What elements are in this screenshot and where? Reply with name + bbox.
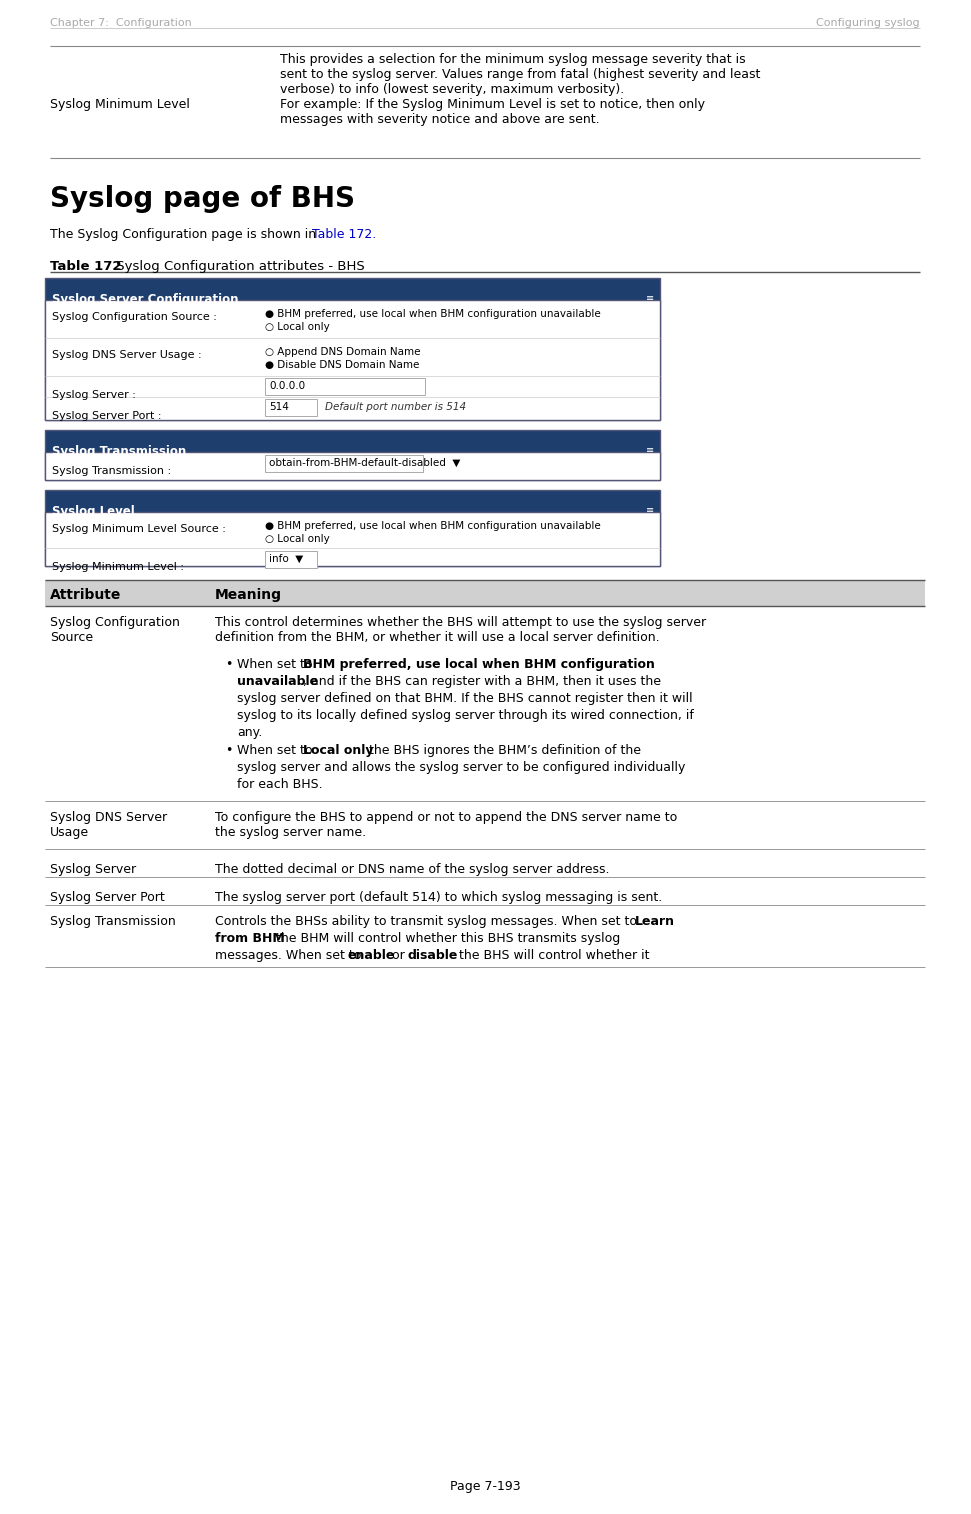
Text: This control determines whether the BHS will attempt to use the syslog server
de: This control determines whether the BHS … (215, 616, 706, 643)
Text: Controls the BHSs ability to transmit syslog messages. When set to: Controls the BHSs ability to transmit sy… (215, 914, 641, 928)
Text: info  ▼: info ▼ (269, 554, 303, 565)
Text: ○ Local only: ○ Local only (265, 534, 330, 544)
Text: Syslog Configuration Source :: Syslog Configuration Source : (52, 312, 217, 322)
Text: ● BHM preferred, use local when BHM configuration unavailable: ● BHM preferred, use local when BHM conf… (265, 309, 601, 319)
FancyBboxPatch shape (265, 551, 317, 568)
Text: Syslog Level: Syslog Level (52, 506, 135, 518)
Text: , and if the BHS can register with a BHM, then it uses the: , and if the BHS can register with a BHM… (303, 675, 661, 687)
Text: Syslog Server Port :: Syslog Server Port : (52, 410, 161, 421)
Text: Table 172: Table 172 (50, 260, 121, 273)
Text: ≡: ≡ (646, 506, 654, 515)
Text: When set to: When set to (237, 743, 317, 757)
Text: This provides a selection for the minimum syslog message severity that is
sent t: This provides a selection for the minimu… (280, 53, 760, 126)
Text: or: or (388, 949, 409, 961)
Text: Syslog page of BHS: Syslog page of BHS (50, 185, 355, 213)
Text: syslog server defined on that BHM. If the BHS cannot register then it will: syslog server defined on that BHM. If th… (237, 692, 692, 706)
FancyBboxPatch shape (45, 491, 660, 566)
Text: The syslog server port (default 514) to which syslog messaging is sent.: The syslog server port (default 514) to … (215, 892, 662, 904)
Text: BHM preferred, use local when BHM configuration: BHM preferred, use local when BHM config… (303, 659, 654, 671)
FancyBboxPatch shape (265, 378, 425, 395)
Text: Meaning: Meaning (215, 587, 282, 603)
Text: The Syslog Configuration page is shown in: The Syslog Configuration page is shown i… (50, 229, 320, 241)
Text: ≡: ≡ (646, 294, 654, 303)
Text: Configuring syslog: Configuring syslog (817, 18, 920, 27)
Text: enable: enable (348, 949, 395, 961)
Text: •: • (225, 659, 232, 671)
Text: 514: 514 (269, 403, 289, 412)
Text: Syslog Minimum Level :: Syslog Minimum Level : (52, 562, 184, 572)
Text: Table 172.: Table 172. (312, 229, 376, 241)
Text: When set to: When set to (237, 659, 317, 671)
FancyBboxPatch shape (265, 456, 423, 472)
FancyBboxPatch shape (45, 279, 660, 419)
Text: the BHS ignores the BHM’s definition of the: the BHS ignores the BHM’s definition of … (365, 743, 641, 757)
Text: from BHM: from BHM (215, 933, 285, 945)
Text: ○ Local only: ○ Local only (265, 322, 330, 332)
FancyBboxPatch shape (265, 400, 317, 416)
Text: Local only: Local only (303, 743, 374, 757)
Text: any.: any. (237, 727, 262, 739)
Text: disable: disable (407, 949, 457, 961)
FancyBboxPatch shape (45, 580, 925, 606)
Text: Syslog Server Port: Syslog Server Port (50, 892, 165, 904)
Text: Learn: Learn (635, 914, 675, 928)
Text: Syslog Server: Syslog Server (50, 863, 136, 877)
Text: Syslog Minimum Level Source :: Syslog Minimum Level Source : (52, 524, 226, 534)
Text: Chapter 7:  Configuration: Chapter 7: Configuration (50, 18, 191, 27)
Text: Syslog DNS Server Usage :: Syslog DNS Server Usage : (52, 350, 202, 360)
Text: Syslog Server Configuration: Syslog Server Configuration (52, 294, 239, 306)
FancyBboxPatch shape (45, 430, 660, 480)
Text: ● BHM preferred, use local when BHM configuration unavailable: ● BHM preferred, use local when BHM conf… (265, 521, 601, 531)
Text: ● Disable DNS Domain Name: ● Disable DNS Domain Name (265, 360, 419, 369)
Text: Syslog Minimum Level: Syslog Minimum Level (50, 98, 190, 111)
Text: To configure the BHS to append or not to append the DNS server name to
the syslo: To configure the BHS to append or not to… (215, 812, 677, 839)
Text: Syslog Configuration
Source: Syslog Configuration Source (50, 616, 180, 643)
Text: ≡: ≡ (646, 445, 654, 456)
Text: Page 7-193: Page 7-193 (451, 1481, 520, 1493)
Text: Syslog Transmission :: Syslog Transmission : (52, 466, 171, 475)
Text: 0.0.0.0: 0.0.0.0 (269, 382, 305, 391)
Text: syslog to its locally defined syslog server through its wired connection, if: syslog to its locally defined syslog ser… (237, 709, 694, 722)
Text: obtain-from-BHM-default-disabled  ▼: obtain-from-BHM-default-disabled ▼ (269, 459, 460, 468)
Text: Default port number is 514: Default port number is 514 (325, 403, 466, 412)
Text: Syslog DNS Server
Usage: Syslog DNS Server Usage (50, 812, 167, 839)
Text: for each BHS.: for each BHS. (237, 778, 322, 790)
Text: Syslog Transmission: Syslog Transmission (50, 914, 176, 928)
Text: Syslog Server :: Syslog Server : (52, 391, 136, 400)
Text: unavailable: unavailable (237, 675, 318, 687)
Text: Syslog Configuration attributes - BHS: Syslog Configuration attributes - BHS (112, 260, 365, 273)
Text: Attribute: Attribute (50, 587, 121, 603)
FancyBboxPatch shape (45, 300, 660, 419)
Text: ○ Append DNS Domain Name: ○ Append DNS Domain Name (265, 347, 420, 357)
Text: messages. When set to: messages. When set to (215, 949, 365, 961)
FancyBboxPatch shape (45, 512, 660, 566)
Text: •: • (225, 743, 232, 757)
FancyBboxPatch shape (45, 453, 660, 480)
Text: the BHS will control whether it: the BHS will control whether it (455, 949, 650, 961)
Text: Syslog Transmission: Syslog Transmission (52, 445, 186, 459)
Text: syslog server and allows the syslog server to be configured individually: syslog server and allows the syslog serv… (237, 762, 686, 774)
Text: The dotted decimal or DNS name of the syslog server address.: The dotted decimal or DNS name of the sy… (215, 863, 610, 877)
Text: the BHM will control whether this BHS transmits syslog: the BHM will control whether this BHS tr… (272, 933, 620, 945)
